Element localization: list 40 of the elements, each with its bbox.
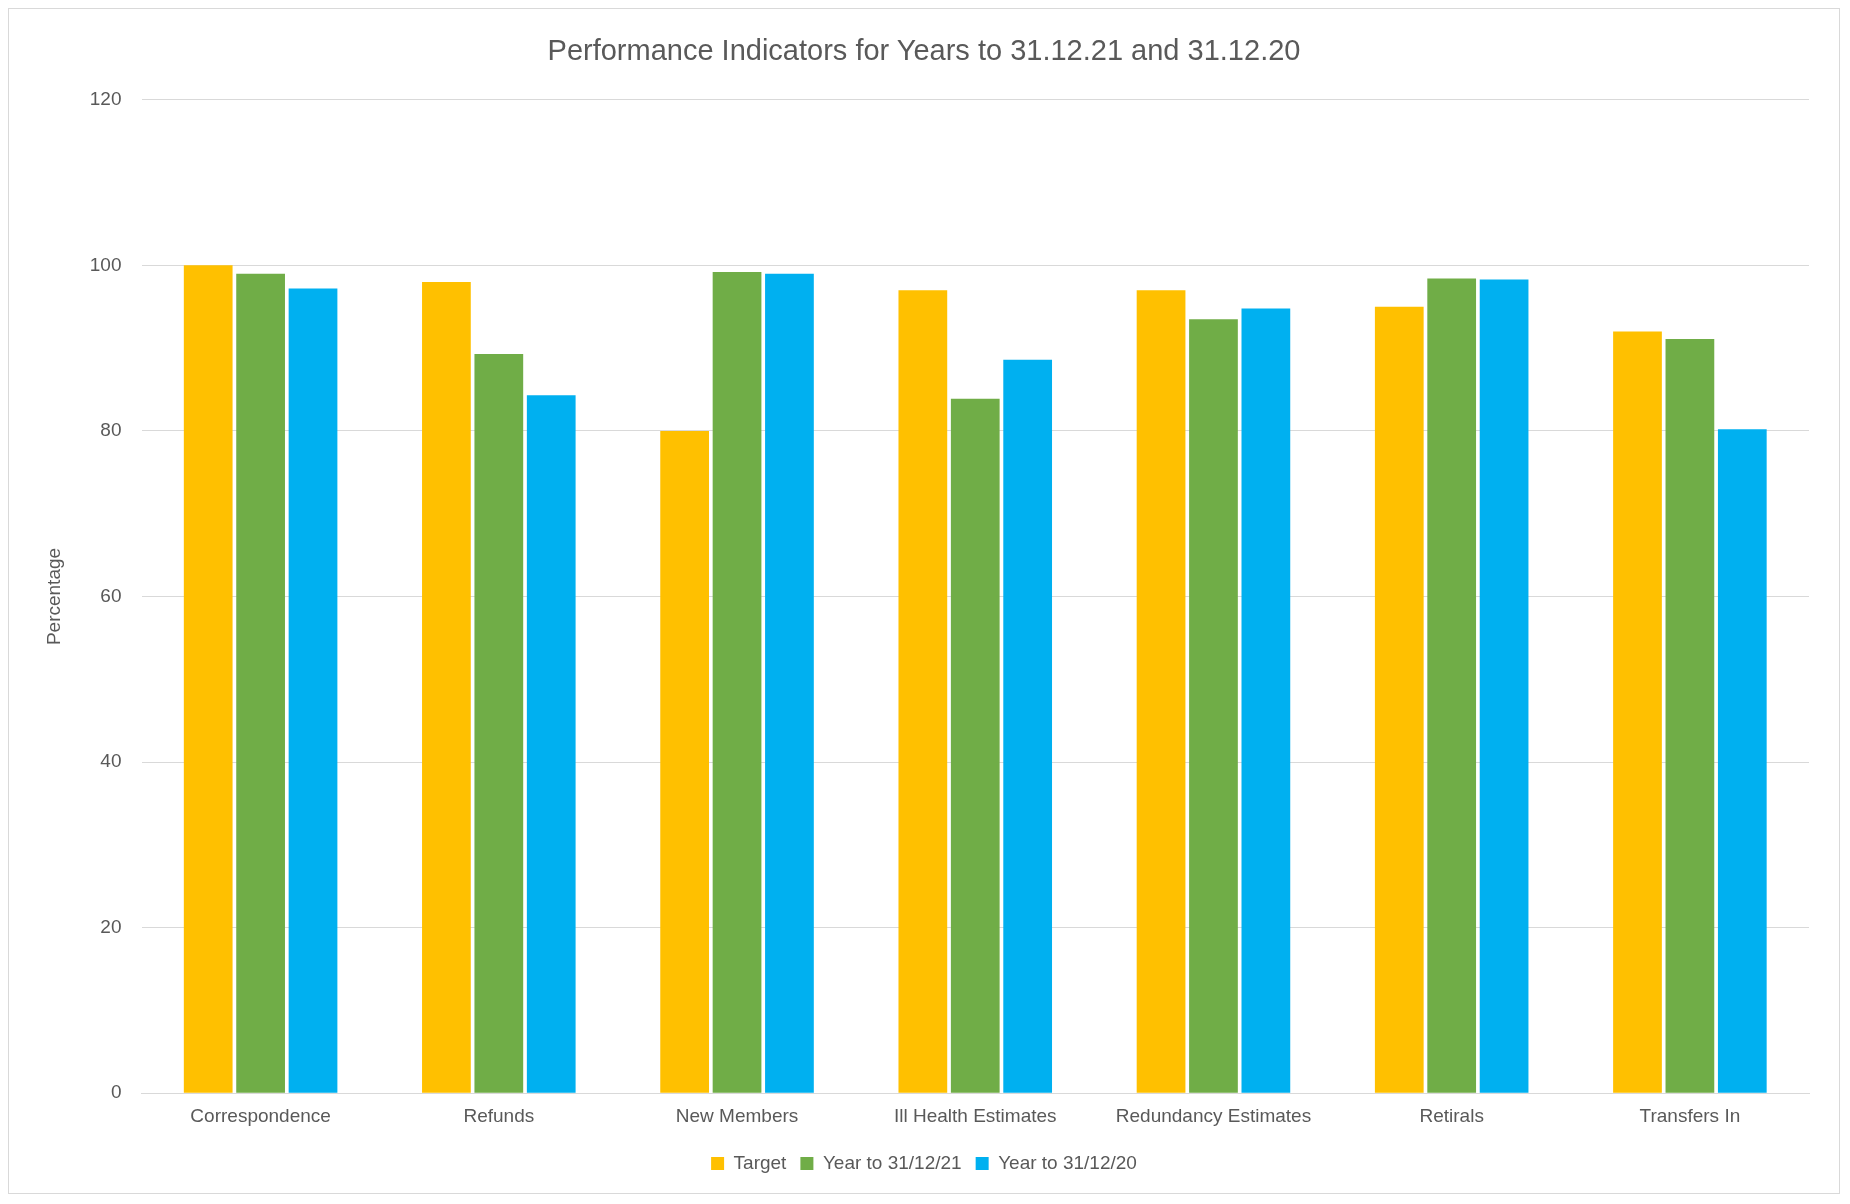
bar bbox=[422, 281, 471, 1093]
y-tick-label: 40 bbox=[100, 750, 122, 772]
bar bbox=[1241, 308, 1291, 1093]
bar bbox=[950, 398, 1000, 1093]
bar bbox=[898, 290, 948, 1093]
bar bbox=[1136, 290, 1186, 1093]
bar bbox=[1613, 331, 1662, 1093]
y-tick-label: 20 bbox=[100, 915, 122, 937]
bar bbox=[1665, 339, 1715, 1093]
legend-label: Year to 31/12/21 bbox=[822, 1151, 962, 1173]
bar bbox=[1374, 306, 1424, 1093]
bar bbox=[288, 288, 338, 1093]
x-tick-label: Ill Health Estimates bbox=[893, 1104, 1057, 1126]
x-tick-label: Redundancy Estimates bbox=[1115, 1104, 1312, 1126]
bar bbox=[660, 430, 709, 1093]
chart-title: Performance Indicators for Years to 31.12.21 and 31.12.20 bbox=[547, 34, 1301, 67]
bar bbox=[1479, 279, 1529, 1093]
bar bbox=[236, 273, 285, 1093]
x-tick-label: New Members bbox=[675, 1104, 799, 1126]
bar bbox=[1189, 319, 1238, 1093]
x-tick-label: Correspondence bbox=[190, 1104, 331, 1126]
bar bbox=[1003, 359, 1053, 1093]
y-axis-title: Percentage bbox=[42, 547, 64, 646]
bar bbox=[1427, 278, 1477, 1093]
bar bbox=[526, 395, 576, 1093]
y-tick-label: 0 bbox=[110, 1081, 122, 1103]
x-tick-label: Transfers In bbox=[1639, 1104, 1741, 1126]
y-tick-label: 80 bbox=[100, 419, 122, 441]
y-tick-label: 120 bbox=[89, 88, 122, 110]
bar bbox=[474, 353, 524, 1093]
x-tick-label: Refunds bbox=[463, 1104, 535, 1126]
bar bbox=[1717, 429, 1767, 1093]
bar bbox=[765, 273, 814, 1093]
legend-label: Year to 31/12/20 bbox=[998, 1151, 1137, 1173]
bar bbox=[183, 265, 233, 1093]
bar bbox=[712, 271, 762, 1093]
y-tick-label: 60 bbox=[100, 584, 122, 606]
y-tick-label: 100 bbox=[89, 253, 122, 275]
x-tick-label: Retirals bbox=[1419, 1104, 1484, 1126]
legend-label: Target bbox=[733, 1151, 788, 1173]
